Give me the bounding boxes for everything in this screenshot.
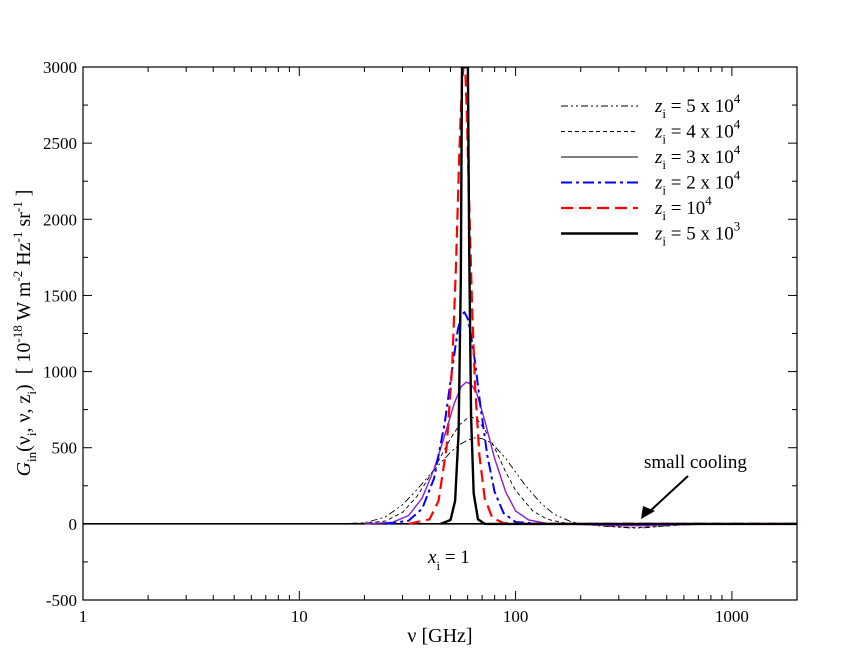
y-tick-label: 3000 <box>43 58 77 77</box>
y-tick-label: 2000 <box>43 210 77 229</box>
series-layer <box>83 67 797 529</box>
annotation-arrow <box>641 475 689 519</box>
series-line-3 <box>385 311 797 525</box>
y-tick-label: 0 <box>69 515 78 534</box>
legend-label-2: zi = 3 x 104 <box>654 142 741 172</box>
x-tick-label: 100 <box>503 607 529 626</box>
legend-label-0: zi = 5 x 104 <box>654 91 741 121</box>
y-tick-label: 1500 <box>43 286 77 305</box>
x-tick-label: 1000 <box>715 607 749 626</box>
tick-layer: 1 10 100 1000 -500 0 500 1000 1500 2000 2500 3000 <box>43 58 798 626</box>
series-line-0 <box>330 437 797 529</box>
series-line-1 <box>354 416 797 529</box>
legend-label-3: zi = 2 x 104 <box>654 168 741 198</box>
legend-label-1: zi = 4 x 104 <box>654 117 741 147</box>
y-tick-label: -500 <box>46 591 77 610</box>
series-line-5 <box>440 67 797 526</box>
legend-label-5: zi = 5 x 103 <box>654 219 740 249</box>
x-tick-label: 10 <box>291 607 308 626</box>
annotation-small-cooling: small cooling <box>644 452 747 473</box>
y-axis-title: Gin(νi, ν, zi)[ 10-18 W m-2 Hz-1 sr-1 ] <box>10 190 39 477</box>
legend-label-4: zi = 104 <box>654 193 712 223</box>
annotation-x-i: xi = 1 <box>427 547 470 573</box>
y-tick-label: 1000 <box>43 363 77 382</box>
y-tick-label: 500 <box>52 439 78 458</box>
x-tick-label: 1 <box>79 607 88 626</box>
y-tick-label: 2500 <box>43 134 77 153</box>
series-line-4 <box>408 67 797 526</box>
series-line-2 <box>364 381 797 527</box>
x-axis-title: ν [GHz] <box>407 625 472 647</box>
